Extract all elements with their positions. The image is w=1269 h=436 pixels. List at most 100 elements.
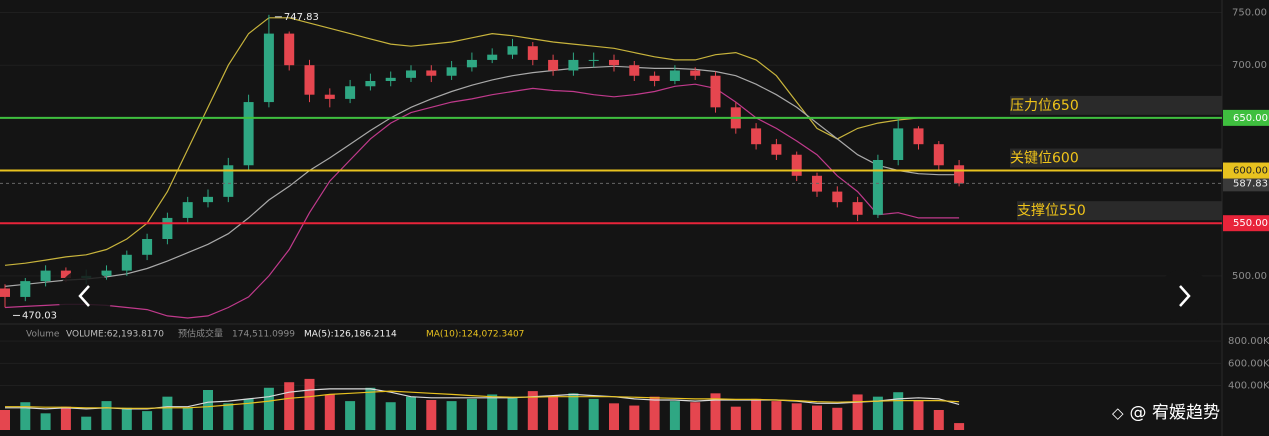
- level-label: 600.00: [1233, 166, 1268, 177]
- y-tick-label: 600.00K: [1228, 358, 1269, 369]
- candle-body: [365, 81, 376, 87]
- volume-bar: [466, 398, 477, 430]
- volume-bar: [954, 423, 965, 430]
- volume-bar: [0, 410, 10, 430]
- last-price-badge: [1223, 175, 1269, 192]
- level-text: 压力位650: [1010, 98, 1079, 114]
- volume-bar: [162, 396, 173, 430]
- volume-ma-line: [5, 390, 960, 409]
- volume-bar: [568, 393, 579, 430]
- volume-bar: [730, 406, 741, 430]
- level-label: 650.00: [1233, 113, 1268, 124]
- level-badge: [1223, 162, 1269, 179]
- candle-body: [162, 217, 173, 239]
- last-price-label: 587.83: [1233, 178, 1268, 189]
- candle-body: [0, 288, 10, 297]
- volume-bar: [20, 402, 31, 430]
- volume-bar: [690, 402, 701, 430]
- volume-bar: [507, 397, 518, 430]
- candle-body: [771, 144, 782, 155]
- volume-bar: [60, 406, 71, 430]
- volume-bar: [872, 396, 883, 430]
- bollinger-band: [4, 65, 960, 287]
- candle-body: [324, 94, 335, 99]
- candle-body: [304, 65, 315, 95]
- candle-body: [893, 128, 904, 160]
- level-box: [1017, 201, 1222, 221]
- y-tick-label: 750.00: [1232, 8, 1267, 19]
- watermark: ◇ @ 宥媛趋势: [1112, 398, 1220, 423]
- candle-body: [446, 67, 457, 76]
- volume-bar: [710, 393, 721, 430]
- volume-title: Volume: [26, 330, 60, 340]
- candle-body: [852, 202, 863, 215]
- volume-bar: [629, 405, 640, 430]
- bollinger-band: [4, 83, 960, 319]
- candle-body: [487, 54, 498, 60]
- watermark-icon: ◇: [1112, 404, 1124, 422]
- volume-bar: [649, 396, 660, 430]
- volume-bar: [365, 387, 376, 430]
- candle-body: [710, 75, 721, 108]
- next-button[interactable]: [1157, 269, 1211, 323]
- prev-button[interactable]: [58, 269, 112, 323]
- candle-body: [872, 160, 883, 215]
- candle-body: [791, 154, 802, 176]
- volume-bar: [121, 407, 132, 430]
- high-annotation: 747.83: [284, 12, 319, 23]
- candle-body: [101, 270, 112, 276]
- volume-bar: [284, 382, 295, 430]
- y-tick-label: 700.00: [1232, 60, 1267, 71]
- volume-bar: [446, 401, 457, 430]
- candle-body: [121, 254, 132, 271]
- candle-body: [40, 270, 51, 282]
- prev-icon: [78, 285, 90, 307]
- candle-body: [527, 46, 538, 60]
- volume-bar: [527, 391, 538, 430]
- candle-body: [203, 196, 213, 203]
- candle-body: [548, 59, 559, 71]
- candle-body: [507, 46, 518, 55]
- volume-readout: MA(5):126,186.2114: [304, 330, 397, 340]
- volume-bar: [548, 395, 559, 430]
- volume-bar: [669, 401, 680, 430]
- watermark-text: @ 宥媛趋势: [1129, 403, 1220, 423]
- candle-body: [406, 70, 416, 78]
- volume-bar: [406, 396, 416, 430]
- level-box: [1010, 95, 1222, 115]
- candle-body: [609, 59, 619, 66]
- volume-ma-line: [5, 388, 960, 410]
- candle-body: [345, 86, 356, 99]
- volume-readout: 预估成交量: [178, 328, 223, 340]
- volume-bar: [182, 407, 193, 430]
- volume-bar: [852, 394, 863, 430]
- volume-bar: [345, 401, 356, 430]
- volume-bar: [243, 398, 254, 430]
- low-annotation: 470.03: [22, 310, 57, 321]
- volume-bar: [304, 378, 315, 430]
- candle-body: [568, 59, 579, 71]
- next-icon: [1179, 285, 1191, 307]
- candle-body: [243, 102, 254, 166]
- candle-body: [629, 65, 640, 76]
- candle-body: [60, 270, 71, 278]
- volume-bar: [223, 403, 234, 430]
- candle-body: [690, 70, 701, 76]
- candle-body: [832, 191, 843, 203]
- candle-body: [142, 239, 153, 255]
- volume-bar: [751, 398, 762, 430]
- level-text: 关键位600: [1010, 151, 1079, 167]
- y-tick-label: 800.00K: [1228, 336, 1269, 347]
- level-label: 550.00: [1233, 218, 1268, 229]
- volume-bar: [40, 413, 51, 430]
- candle-body: [182, 202, 193, 218]
- candle-body: [20, 281, 31, 297]
- candle-body: [751, 128, 762, 145]
- volume-readout: VOLUME:62,193.8170: [66, 330, 164, 340]
- volume-bar: [263, 387, 274, 430]
- volume-bar: [933, 410, 944, 430]
- volume-bar: [101, 401, 112, 430]
- volume-bar: [426, 400, 437, 430]
- volume-bar: [487, 394, 498, 430]
